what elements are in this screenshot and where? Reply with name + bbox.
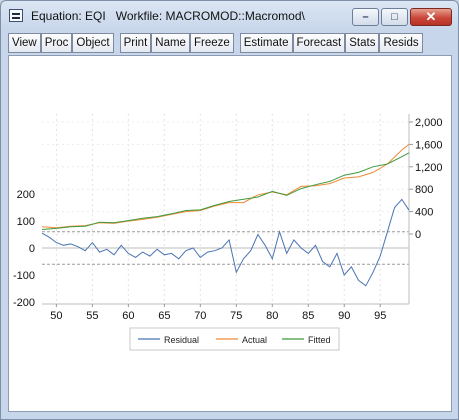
- graph-area: 50 55 60 65 70 75 80 85 90 95 200 100 0 -100 -200 2,000…: [8, 55, 452, 412]
- forecast-button[interactable]: Forecast: [292, 33, 346, 53]
- x-tick-label: 80: [266, 310, 278, 322]
- maximize-button[interactable]: □: [381, 8, 408, 26]
- legend-label-actual: Actual: [242, 335, 267, 345]
- freeze-button[interactable]: Freeze: [189, 33, 234, 53]
- series-line-fitted: [41, 152, 410, 230]
- x-tick-label: 90: [338, 310, 350, 322]
- proc-button[interactable]: Proc: [40, 33, 73, 53]
- x-tick-label: 55: [86, 310, 98, 322]
- object-button[interactable]: Object: [72, 33, 114, 53]
- print-button[interactable]: Print: [119, 33, 152, 53]
- right-tick-label: 0: [415, 229, 421, 241]
- close-button[interactable]: ✕: [410, 8, 452, 26]
- left-tick-label: -200: [13, 297, 35, 309]
- legend-label-residual: Residual: [164, 335, 199, 345]
- right-tick-label: 800: [415, 184, 433, 196]
- x-tick-label: 85: [302, 310, 314, 322]
- series-line-actual: [41, 144, 410, 229]
- right-tick-label: 1,600: [415, 139, 443, 151]
- right-tick-label: 2,000: [415, 117, 443, 129]
- right-tick-label: 1,200: [415, 162, 443, 174]
- left-tick-label: 100: [17, 216, 35, 228]
- window-menu-icon[interactable]: [9, 9, 23, 22]
- x-tick-label: 75: [230, 310, 242, 322]
- legend-label-fitted: Fitted: [308, 335, 331, 345]
- view-button[interactable]: View: [8, 33, 41, 53]
- x-tick-label: 50: [50, 310, 62, 322]
- toolbar: View Proc Object Print Name Freeze Estim…: [8, 33, 452, 53]
- close-icon: ✕: [425, 9, 437, 24]
- left-tick-label: 200: [17, 189, 35, 201]
- left-tick-label: 0: [29, 243, 35, 255]
- series-line-residual: [41, 198, 410, 287]
- name-button[interactable]: Name: [151, 33, 190, 53]
- x-tick-label: 60: [122, 310, 134, 322]
- estimate-button[interactable]: Estimate: [239, 33, 293, 53]
- x-tick-label: 95: [374, 310, 386, 322]
- left-tick-label: -100: [13, 270, 35, 282]
- residual-actual-fitted-chart: 50 55 60 65 70 75 80 85 90 95 200 100 0 -100 -200 2,000…: [13, 114, 443, 351]
- x-tick-label: 65: [158, 310, 170, 322]
- maximize-icon: □: [391, 11, 398, 23]
- minimize-icon: –: [362, 11, 369, 23]
- title-bar[interactable]: Equation: EQI Workfile: MACROMOD::Macrom…: [1, 1, 458, 31]
- stats-button[interactable]: Stats: [345, 33, 380, 53]
- minimize-button[interactable]: –: [352, 8, 379, 26]
- right-tick-label: 400: [415, 207, 433, 219]
- window-title: Equation: EQI Workfile: MACROMOD::Macrom…: [31, 9, 305, 23]
- resids-button[interactable]: Resids: [379, 33, 423, 53]
- x-tick-label: 70: [194, 310, 206, 322]
